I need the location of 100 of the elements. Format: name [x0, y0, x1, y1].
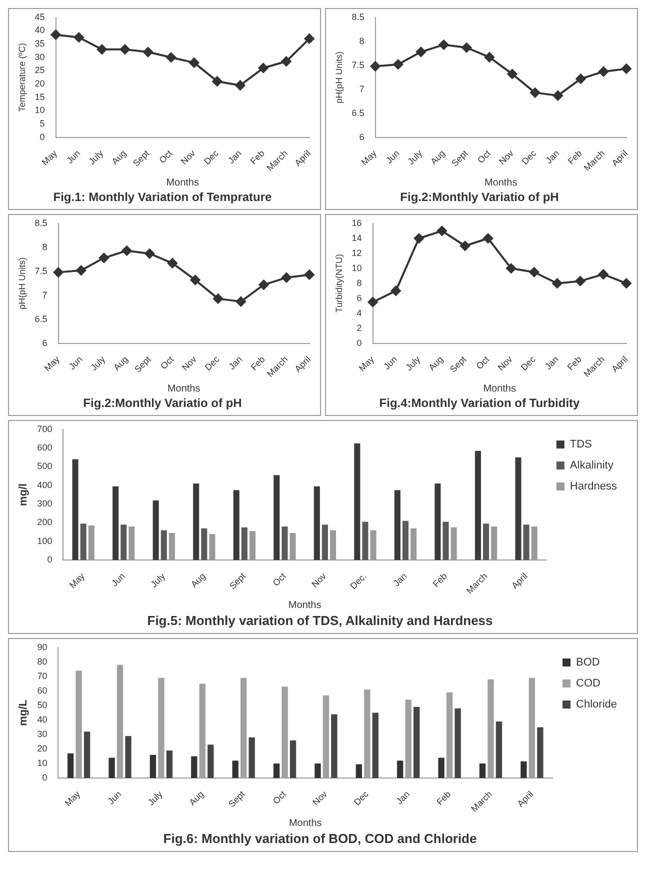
bar — [354, 443, 360, 560]
point — [76, 265, 86, 276]
y-tick-label: 45 — [34, 12, 45, 22]
point — [235, 80, 246, 90]
y-tick-label: 10 — [37, 758, 48, 768]
y-tick-label: 30 — [37, 729, 48, 740]
bar — [274, 475, 280, 560]
text: Fig.1: Monthly Variation of Temprature — [53, 190, 272, 204]
y-tick-label: 70 — [37, 670, 48, 681]
y-tick-label: 10 — [34, 105, 45, 116]
x-tick-label: Jun — [66, 354, 84, 372]
point — [552, 90, 563, 101]
bar — [322, 524, 328, 560]
y-axis-title: mg/l — [18, 483, 30, 506]
point — [213, 294, 224, 304]
bar — [108, 758, 115, 778]
x-tick-label: July — [146, 788, 165, 808]
x-tick-label: Aug — [426, 354, 446, 373]
y-tick-label: 0 — [47, 554, 52, 565]
y-tick-label: 6.5 — [352, 108, 364, 118]
bar — [290, 740, 296, 778]
bar — [248, 737, 255, 778]
point — [304, 270, 314, 280]
bar — [80, 524, 86, 560]
y-tick-label: 6 — [42, 338, 48, 348]
bar — [233, 490, 240, 560]
y-tick-label: 400 — [37, 480, 52, 490]
y-tick-label: 35 — [34, 38, 45, 49]
text: Fig.4:Monthly Variation of Turbidity — [379, 396, 580, 410]
x-tick-label: Feb — [248, 354, 267, 372]
point — [370, 61, 380, 72]
bar — [193, 484, 200, 560]
x-tick-label: Feb — [565, 354, 584, 372]
x-tick-label: Feb — [430, 571, 449, 590]
point — [460, 240, 470, 251]
legend-label: Hardness — [570, 480, 618, 493]
x-tick-label: Dec — [202, 148, 221, 167]
bar — [362, 522, 368, 560]
point — [436, 226, 447, 236]
point — [598, 269, 608, 280]
legend-label: Chloride — [576, 698, 618, 711]
x-tick-label: Oct — [476, 148, 493, 166]
point — [575, 276, 586, 286]
y-tick-label: 12 — [352, 248, 362, 258]
y-tick-label: 60 — [37, 685, 48, 696]
bar — [474, 450, 481, 560]
x-tick-label: Feb — [248, 148, 266, 166]
y-tick-label: 90 — [37, 642, 48, 652]
x-tick-label: Aug — [188, 571, 208, 590]
y-tick-label: 8 — [359, 36, 364, 46]
point — [552, 278, 562, 288]
y-tick-label: 600 — [37, 442, 52, 453]
x-axis-title: Months — [167, 383, 200, 394]
point — [236, 296, 246, 307]
bar — [496, 721, 502, 778]
x-tick-label: Jan — [394, 789, 412, 806]
x-axis-title: Months — [288, 818, 322, 830]
y-tick-label: 300 — [37, 498, 52, 509]
point — [282, 272, 292, 283]
point — [122, 246, 132, 256]
x-tick-label: Jan — [391, 571, 409, 588]
legend-label: COD — [576, 678, 601, 690]
y-tick-label: 6 — [356, 292, 362, 303]
text: Fig.2:Monthly Variatio of pH — [400, 190, 559, 204]
x-tick-label: Aug — [112, 354, 130, 373]
x-tick-label: July — [404, 354, 422, 373]
x-tick-label: Feb — [566, 148, 584, 166]
y-tick-label: 80 — [37, 656, 48, 666]
bar — [120, 524, 127, 560]
x-tick-label: May — [42, 354, 62, 374]
y-tick-label: 6.5 — [34, 314, 48, 324]
x-tick-label: May — [67, 570, 87, 590]
legend-label: TDS — [570, 438, 592, 451]
bar — [150, 754, 156, 778]
x-tick-label: Nov — [310, 570, 328, 590]
x-tick-label: Oct — [270, 570, 288, 588]
point — [50, 30, 61, 40]
legend-label: BOD — [576, 656, 600, 669]
bar — [397, 760, 404, 778]
x-tick-label: Dec — [518, 354, 538, 373]
x-tick-label: Nov — [497, 148, 516, 167]
y-tick-label: 4 — [356, 308, 362, 318]
x-tick-label: Jan — [544, 148, 562, 166]
point — [144, 248, 155, 259]
y-tick-label: 0 — [42, 772, 48, 783]
y-tick-label: 700 — [37, 424, 52, 434]
y-tick-label: 14 — [352, 232, 362, 243]
y-tick-label: 7.5 — [34, 266, 48, 276]
point — [98, 252, 109, 263]
point — [258, 280, 269, 290]
point — [483, 233, 494, 244]
bar — [166, 750, 173, 778]
point — [529, 267, 540, 278]
y-tick-label: 7.5 — [352, 60, 364, 70]
legend-label: Alkalinity — [570, 460, 614, 472]
x-tick-label: Nov — [310, 788, 330, 808]
point — [438, 40, 449, 50]
bar — [442, 522, 449, 560]
x-tick-label: July — [88, 354, 108, 373]
y-axis-title: pH(pH Units) — [334, 51, 344, 104]
